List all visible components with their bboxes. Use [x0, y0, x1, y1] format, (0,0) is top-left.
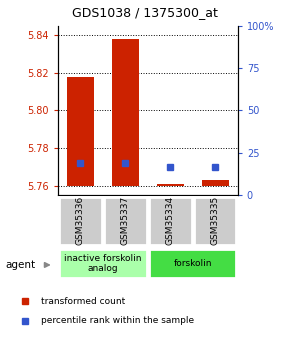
- Bar: [112, 39, 139, 186]
- Text: percentile rank within the sample: percentile rank within the sample: [41, 316, 194, 325]
- Bar: [157, 184, 184, 186]
- Bar: [59, 249, 146, 278]
- Text: GSM35336: GSM35336: [76, 196, 85, 245]
- Text: GSM35334: GSM35334: [166, 196, 175, 245]
- Bar: [194, 197, 236, 245]
- Bar: [149, 249, 236, 278]
- Text: agent: agent: [6, 260, 36, 270]
- Text: GDS1038 / 1375300_at: GDS1038 / 1375300_at: [72, 6, 218, 19]
- Bar: [202, 180, 229, 186]
- Text: transformed count: transformed count: [41, 297, 125, 306]
- Bar: [149, 197, 191, 245]
- Text: forskolin: forskolin: [174, 259, 212, 268]
- Bar: [59, 197, 102, 245]
- Bar: [67, 77, 94, 186]
- Text: GSM35335: GSM35335: [211, 196, 220, 245]
- Bar: [104, 197, 146, 245]
- Text: inactive forskolin
analog: inactive forskolin analog: [64, 254, 142, 273]
- Text: GSM35337: GSM35337: [121, 196, 130, 245]
